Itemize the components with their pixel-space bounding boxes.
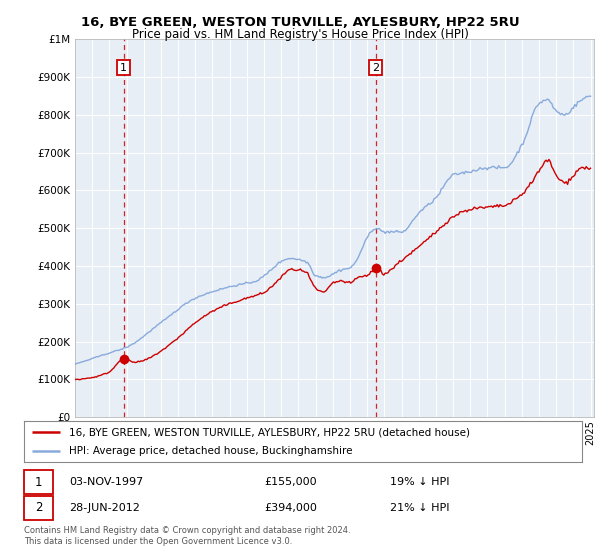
Text: 21% ↓ HPI: 21% ↓ HPI [390,503,449,513]
Text: £155,000: £155,000 [264,477,317,487]
Text: 1: 1 [120,63,127,73]
Text: Contains HM Land Registry data © Crown copyright and database right 2024.
This d: Contains HM Land Registry data © Crown c… [24,526,350,546]
Text: 28-JUN-2012: 28-JUN-2012 [69,503,140,513]
Text: 2: 2 [35,501,42,515]
Text: 03-NOV-1997: 03-NOV-1997 [69,477,143,487]
Text: 19% ↓ HPI: 19% ↓ HPI [390,477,449,487]
Text: £394,000: £394,000 [264,503,317,513]
Text: Price paid vs. HM Land Registry's House Price Index (HPI): Price paid vs. HM Land Registry's House … [131,28,469,41]
Text: 16, BYE GREEN, WESTON TURVILLE, AYLESBURY, HP22 5RU (detached house): 16, BYE GREEN, WESTON TURVILLE, AYLESBUR… [68,427,470,437]
Text: 2: 2 [372,63,379,73]
Text: 16, BYE GREEN, WESTON TURVILLE, AYLESBURY, HP22 5RU: 16, BYE GREEN, WESTON TURVILLE, AYLESBUR… [80,16,520,29]
Text: 1: 1 [35,475,42,489]
Text: HPI: Average price, detached house, Buckinghamshire: HPI: Average price, detached house, Buck… [68,446,352,456]
